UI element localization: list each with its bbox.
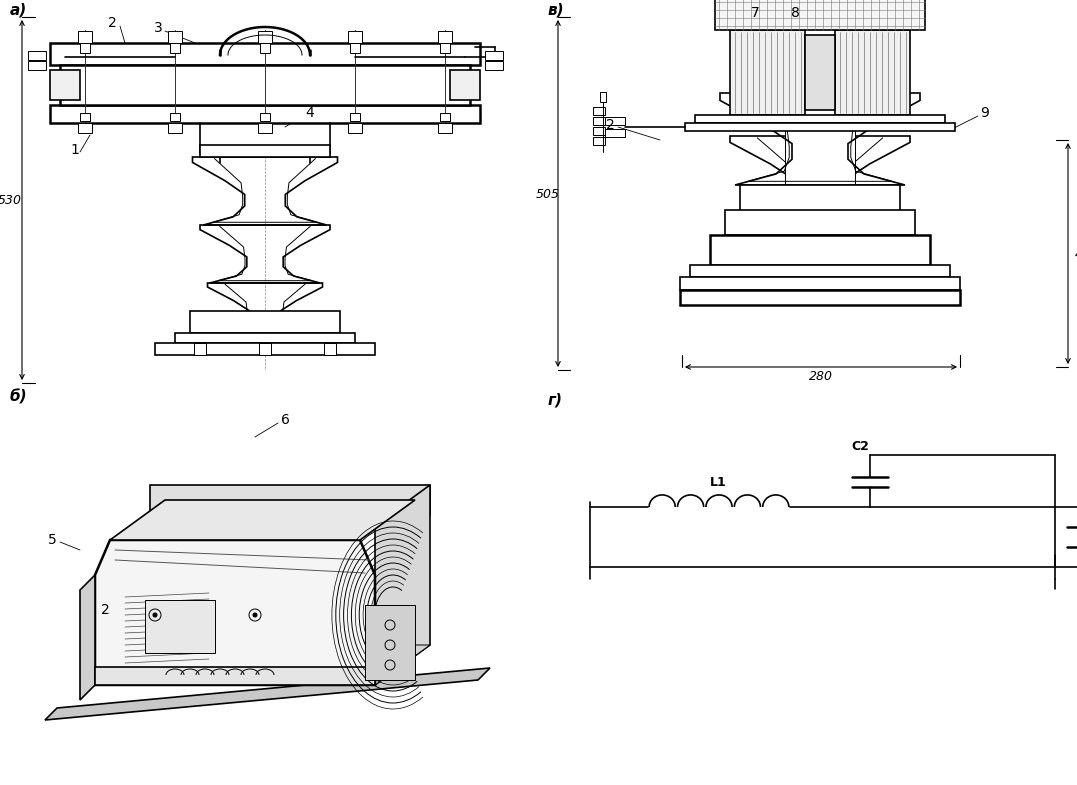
Text: 505: 505: [536, 188, 560, 200]
Bar: [168, 31, 182, 43]
Bar: [730, 30, 805, 115]
Bar: [155, 343, 375, 355]
Bar: [78, 31, 92, 43]
Bar: [725, 210, 915, 235]
Bar: [710, 235, 931, 265]
Bar: [348, 31, 362, 43]
Bar: [348, 123, 362, 133]
Bar: [600, 92, 606, 102]
Polygon shape: [375, 485, 430, 685]
Bar: [260, 43, 270, 53]
Bar: [695, 115, 945, 123]
Bar: [50, 43, 480, 65]
Bar: [28, 51, 46, 60]
Bar: [785, 105, 855, 211]
Polygon shape: [95, 540, 375, 685]
Bar: [60, 65, 470, 105]
Bar: [685, 123, 955, 131]
Bar: [593, 127, 605, 135]
Bar: [350, 113, 360, 121]
Polygon shape: [150, 485, 430, 515]
Bar: [740, 185, 900, 215]
Bar: [791, 131, 850, 185]
Text: 6: 6: [281, 413, 290, 427]
Text: 2: 2: [100, 603, 110, 617]
Bar: [680, 277, 960, 290]
Text: 8: 8: [791, 6, 799, 20]
Polygon shape: [95, 645, 430, 685]
Bar: [258, 31, 272, 43]
Bar: [440, 43, 450, 53]
Text: в): в): [548, 2, 564, 17]
Bar: [715, 0, 925, 30]
Text: 2: 2: [605, 118, 614, 132]
Bar: [174, 333, 355, 343]
Polygon shape: [365, 605, 415, 680]
Text: 530: 530: [0, 193, 22, 206]
Bar: [324, 343, 336, 355]
Bar: [258, 123, 272, 133]
Bar: [50, 105, 480, 123]
Text: 400: 400: [1075, 247, 1077, 261]
Bar: [145, 600, 215, 653]
Bar: [200, 145, 330, 157]
Text: L1: L1: [710, 476, 726, 488]
Circle shape: [253, 613, 257, 617]
Text: 2: 2: [108, 16, 116, 30]
Circle shape: [153, 613, 157, 617]
Bar: [485, 51, 503, 60]
Bar: [680, 290, 960, 305]
Bar: [194, 343, 206, 355]
Text: 280: 280: [809, 371, 833, 384]
Bar: [593, 117, 605, 125]
Polygon shape: [110, 500, 415, 540]
Text: б): б): [10, 389, 28, 404]
Text: 4: 4: [306, 106, 314, 120]
Bar: [50, 70, 80, 100]
Bar: [170, 43, 180, 53]
Bar: [95, 667, 375, 685]
Bar: [260, 113, 270, 121]
Bar: [438, 123, 452, 133]
Bar: [690, 265, 950, 277]
Text: 7: 7: [751, 6, 759, 20]
Bar: [80, 43, 90, 53]
Bar: [78, 123, 92, 133]
Bar: [593, 107, 605, 115]
Bar: [190, 311, 340, 333]
Polygon shape: [80, 575, 95, 700]
Text: а): а): [10, 2, 27, 17]
Bar: [258, 343, 271, 355]
Text: г): г): [548, 392, 563, 407]
Bar: [593, 137, 605, 145]
Bar: [80, 113, 90, 121]
Bar: [835, 30, 910, 115]
Bar: [485, 61, 503, 70]
Bar: [605, 117, 625, 125]
Text: 1: 1: [71, 143, 80, 157]
Text: 3: 3: [154, 21, 163, 35]
Text: 5: 5: [47, 533, 56, 547]
Bar: [168, 123, 182, 133]
Bar: [438, 31, 452, 43]
Text: C2: C2: [851, 440, 869, 454]
Bar: [350, 43, 360, 53]
Bar: [605, 129, 625, 137]
Text: 9: 9: [980, 106, 990, 120]
Bar: [805, 35, 835, 110]
Bar: [170, 113, 180, 121]
Bar: [440, 113, 450, 121]
Bar: [28, 61, 46, 70]
Bar: [450, 70, 480, 100]
Polygon shape: [45, 668, 490, 720]
